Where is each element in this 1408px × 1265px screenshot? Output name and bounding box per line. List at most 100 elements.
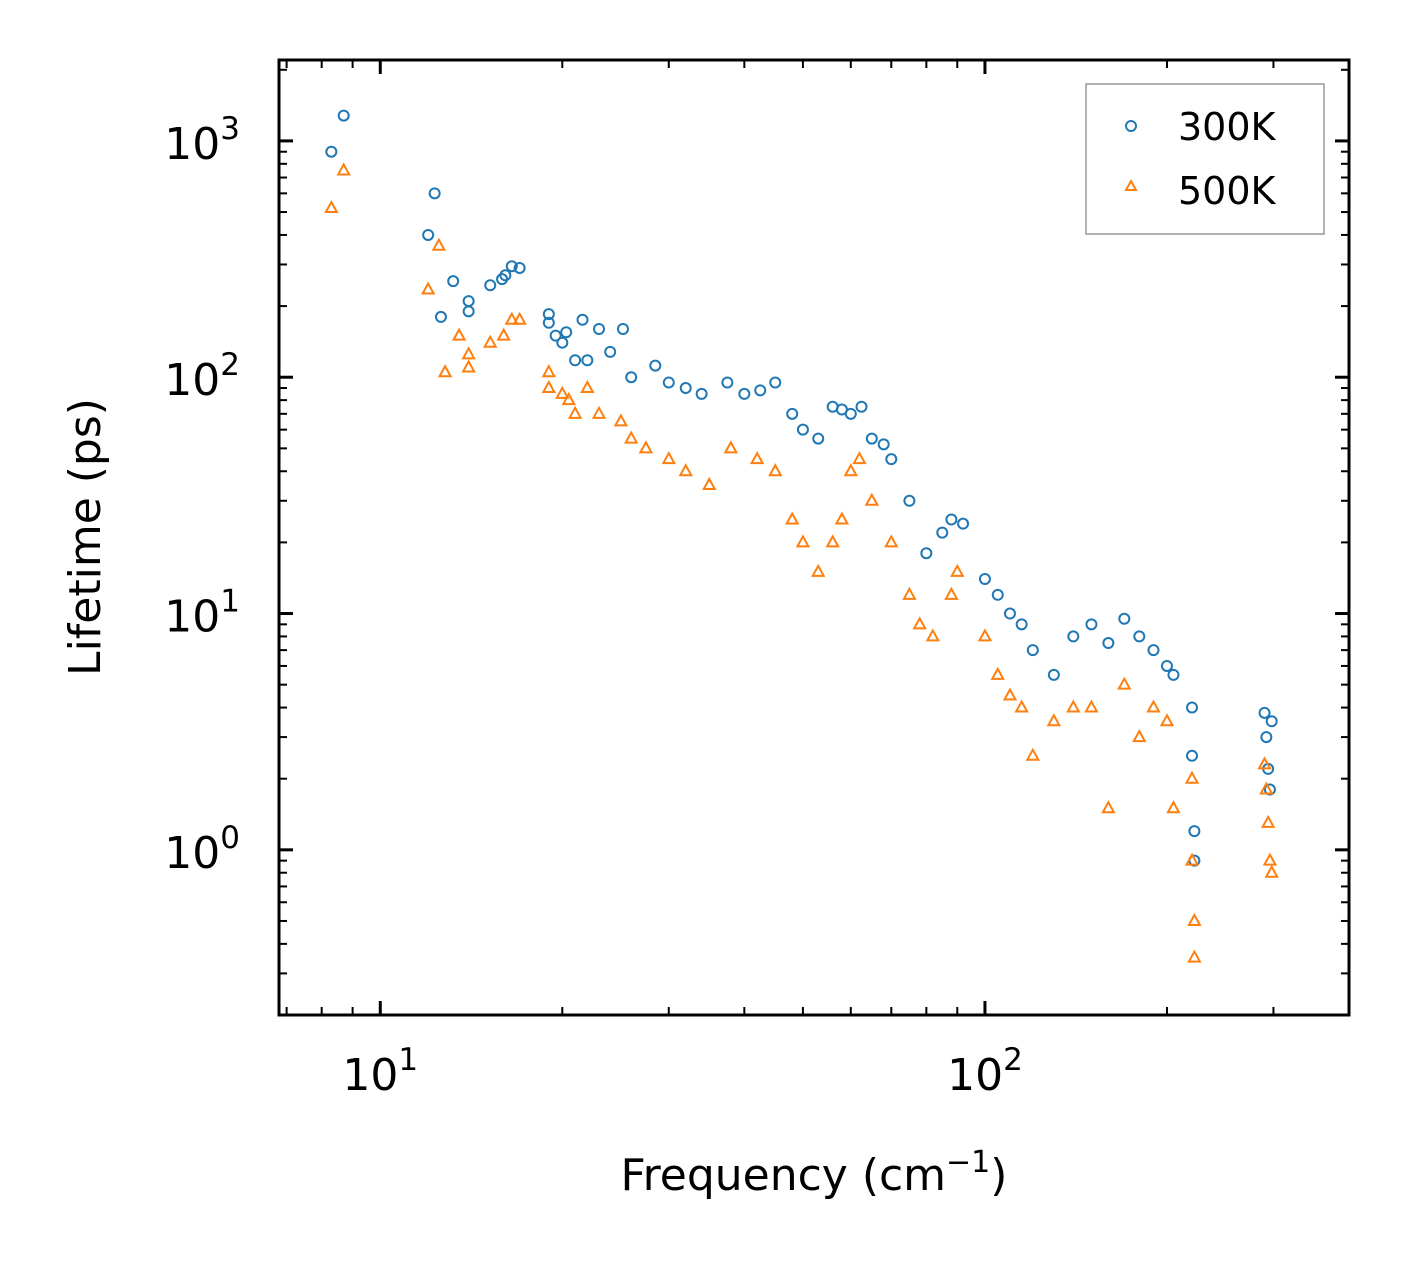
data-point-300K — [505, 260, 518, 273]
data-point-300K — [662, 376, 675, 389]
data-point-300K — [786, 407, 799, 420]
data-point-300K — [877, 438, 890, 451]
data-point-300K — [695, 387, 708, 400]
data-point-300K — [936, 526, 949, 539]
data-point-500K — [678, 463, 693, 477]
data-point-500K — [567, 405, 583, 419]
data-point-500K — [1259, 781, 1274, 795]
data-point-300K — [649, 359, 662, 372]
data-point-300K — [462, 305, 475, 318]
data-point-300K — [721, 376, 734, 389]
data-point-300K — [1160, 659, 1173, 672]
data-point-300K — [569, 354, 582, 367]
data-point-300K — [1186, 749, 1199, 762]
data-point-300K — [513, 261, 526, 274]
data-point-500K — [451, 327, 467, 341]
data-point-300K — [945, 513, 958, 526]
data-point-500K — [950, 563, 965, 577]
data-point-300K — [325, 145, 338, 158]
data-point-300K — [462, 295, 475, 308]
data-point-500K — [1117, 676, 1132, 690]
axes-frame — [277, 58, 1351, 1017]
data-point-300K — [556, 336, 569, 349]
data-point-300K — [865, 432, 878, 445]
x-axis-label-superscript: −1 — [946, 1145, 990, 1180]
data-point-500K — [1132, 729, 1147, 743]
axis-ticks — [279, 60, 1350, 1016]
x-axis-label: Frequency (cm−1) — [621, 1145, 1008, 1201]
data-point-300K — [1167, 668, 1180, 681]
data-point-500K — [795, 534, 811, 548]
data-point-300K — [593, 322, 606, 335]
data-point-300K — [991, 588, 1004, 601]
data-point-500K — [661, 451, 676, 465]
data-point-300K — [769, 376, 782, 389]
legend-label-300k: 300K — [1178, 105, 1277, 149]
data-point-500K — [1159, 713, 1175, 727]
legend: 300K 500K — [1085, 83, 1325, 235]
data-point-500K — [613, 413, 629, 427]
data-point-500K — [1264, 864, 1279, 878]
data-point-300K — [428, 187, 441, 200]
series-300K — [325, 109, 1278, 867]
data-point-500K — [864, 492, 880, 506]
data-point-500K — [768, 463, 783, 477]
data-point-500K — [1066, 699, 1081, 713]
data-point-500K — [912, 616, 927, 630]
data-point-500K — [1187, 949, 1202, 963]
data-point-300K — [422, 228, 435, 241]
data-point-500K — [843, 463, 858, 477]
legend-marker-500k — [1124, 178, 1138, 191]
data-point-500K — [624, 430, 639, 444]
data-point-300K — [1258, 706, 1271, 719]
legend-label-500k: 500K — [1178, 169, 1277, 213]
data-point-500K — [990, 666, 1005, 680]
data-point-500K — [1187, 912, 1202, 926]
data-point-500K — [580, 379, 595, 394]
data-point-500K — [496, 327, 511, 341]
data-point-300K — [1265, 715, 1278, 728]
data-point-500K — [1046, 713, 1062, 727]
data-point-300K — [1085, 618, 1098, 631]
data-point-500K — [591, 405, 607, 419]
data-point-500K — [1002, 687, 1018, 701]
data-point-500K — [1260, 814, 1276, 828]
data-point-300K — [447, 275, 460, 288]
data-point-500K — [437, 364, 453, 378]
data-point-500K — [811, 563, 826, 577]
data-point-300K — [1047, 668, 1060, 681]
data-point-300K — [1015, 618, 1028, 631]
data-point-500K — [420, 281, 436, 295]
data-point-300K — [796, 423, 809, 436]
plot-area — [324, 109, 1279, 963]
data-point-500K — [431, 237, 447, 251]
data-point-300K — [844, 407, 857, 420]
data-point-300K — [1147, 644, 1160, 657]
data-point-300K — [812, 432, 825, 445]
data-point-500K — [723, 440, 739, 454]
data-point-300K — [616, 322, 629, 335]
data-point-300K — [1003, 607, 1016, 620]
data-point-500K — [925, 628, 941, 642]
data-point-300K — [484, 279, 497, 292]
data-point-300K — [542, 316, 555, 329]
data-point-300K — [1067, 630, 1080, 643]
data-point-300K — [625, 371, 638, 384]
data-point-500K — [555, 385, 570, 399]
data-point-500K — [785, 511, 800, 525]
data-point-300K — [920, 547, 933, 560]
data-point-500K — [324, 199, 339, 214]
data-point-500K — [1257, 756, 1272, 770]
data-point-300K — [679, 382, 692, 395]
data-point-300K — [434, 310, 447, 323]
data-point-500K — [461, 359, 476, 373]
data-point-500K — [884, 534, 899, 548]
data-point-500K — [541, 364, 557, 378]
series-500K — [324, 162, 1279, 963]
data-point-500K — [1101, 800, 1116, 814]
data-point-500K — [702, 476, 717, 490]
data-point-300K — [1026, 644, 1039, 657]
data-point-300K — [337, 109, 350, 122]
data-point-300K — [738, 387, 751, 400]
data-point-500K — [749, 451, 765, 465]
